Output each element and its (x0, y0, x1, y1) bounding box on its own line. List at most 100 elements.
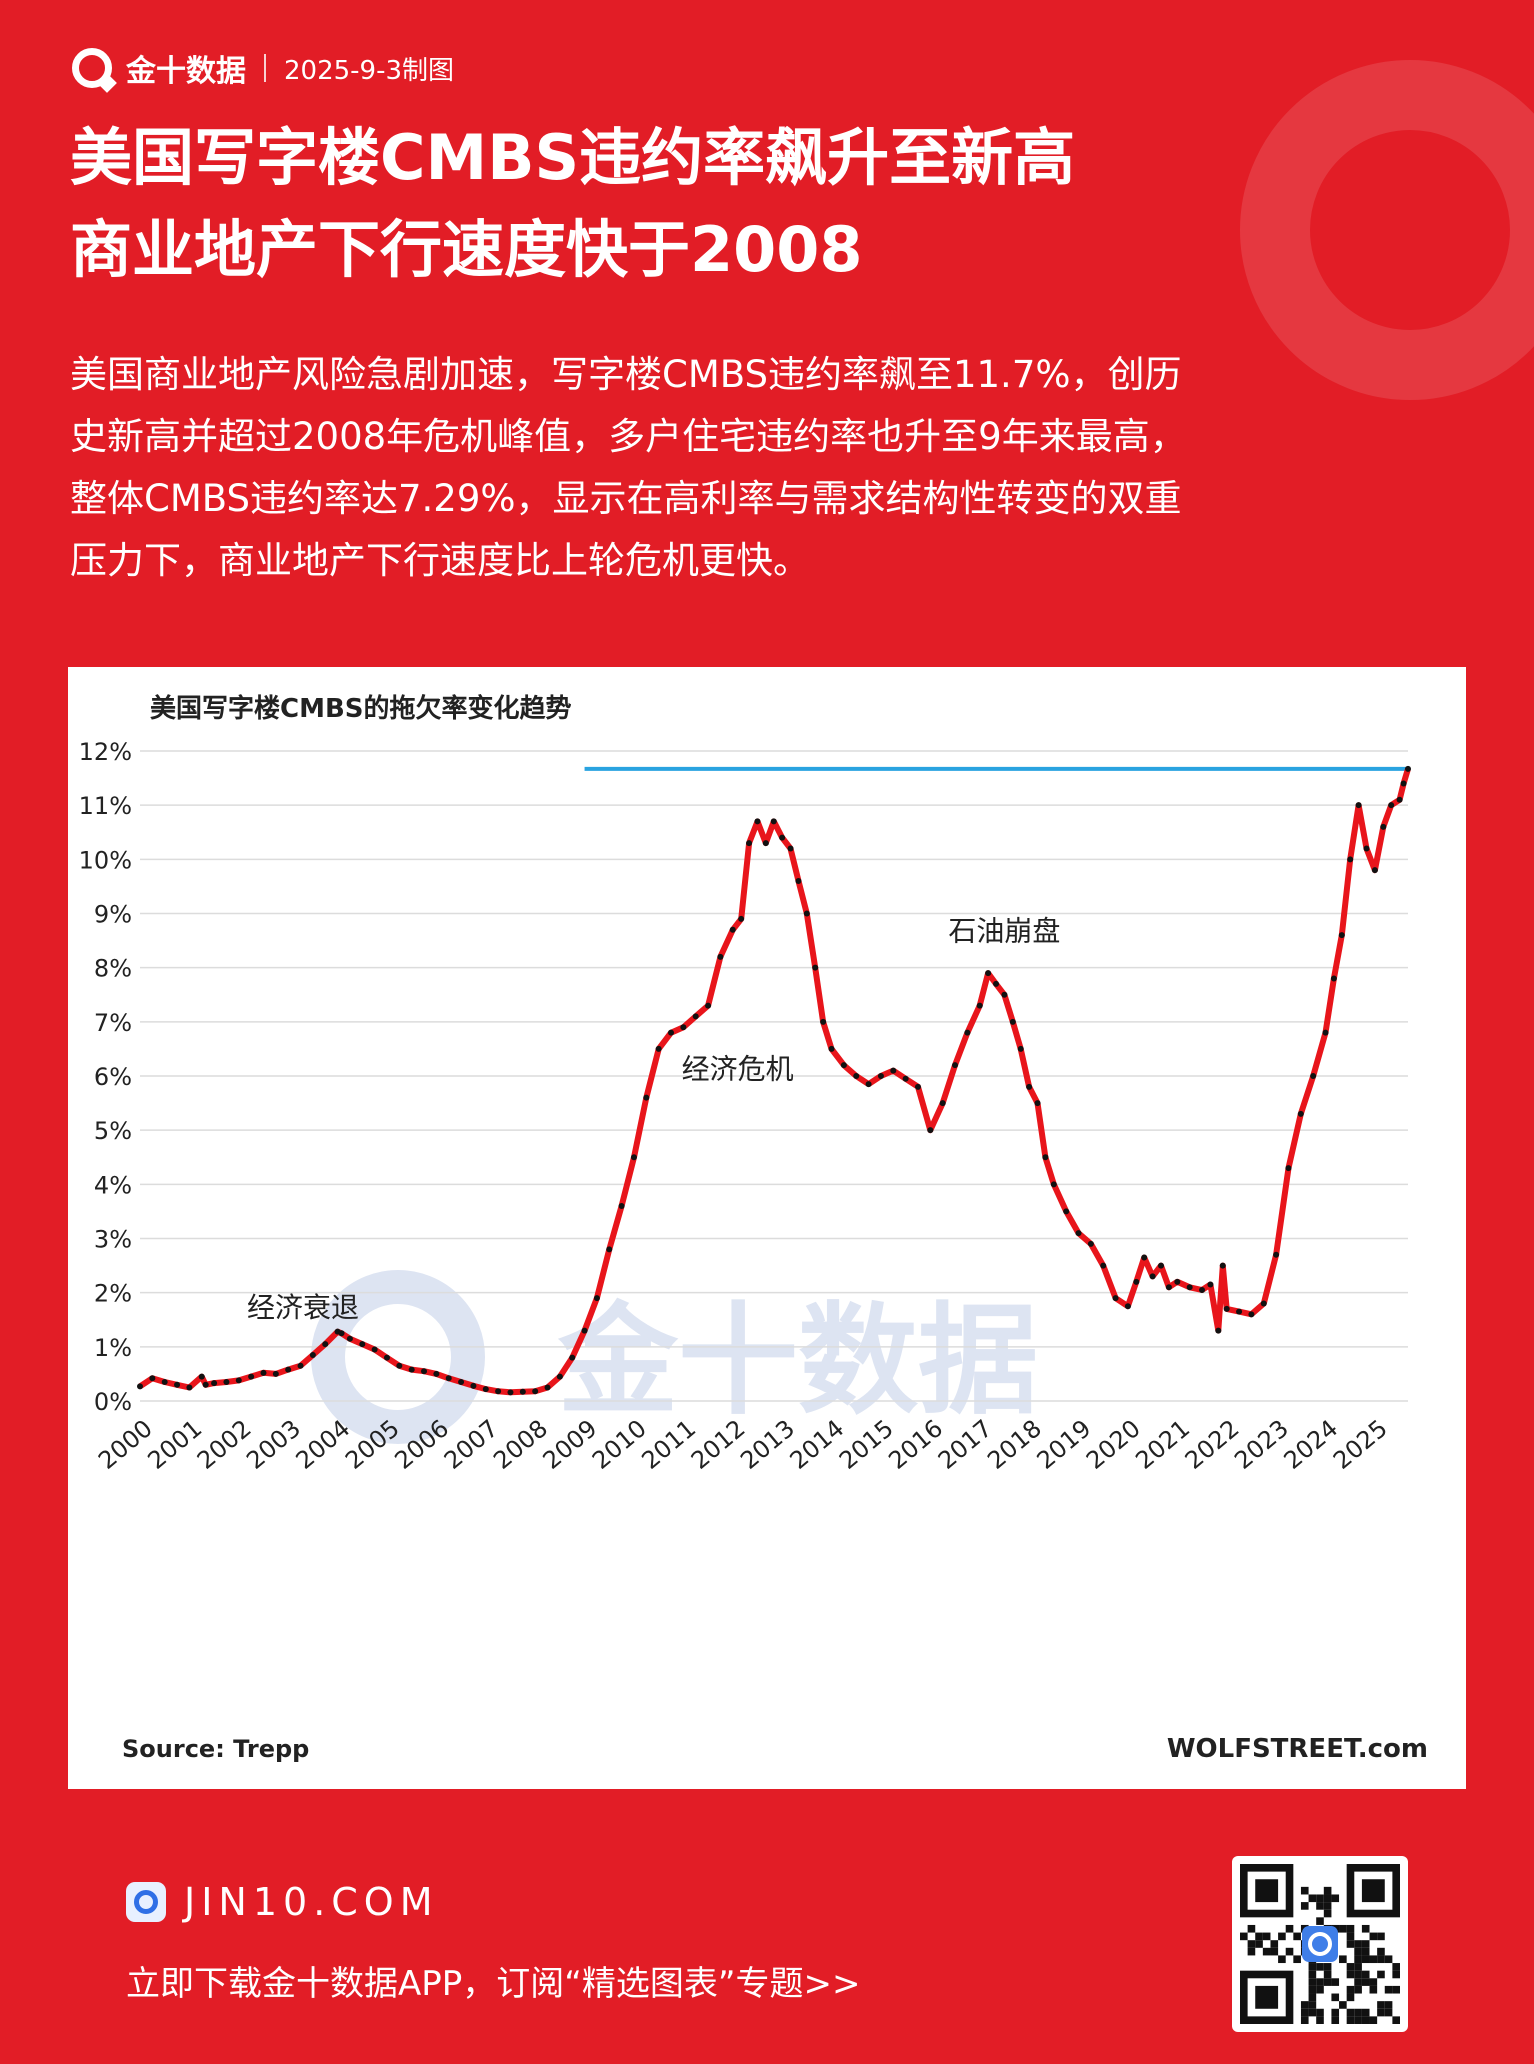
data-point (795, 878, 802, 884)
summary-line-4: 压力下，商业地产下行速度比上轮危机更快。 (70, 539, 810, 582)
watermark-text: 金十数据 (557, 1292, 1038, 1431)
data-point (877, 1073, 884, 1079)
data-point (359, 1341, 366, 1348)
chart-card: 金十数据 美国写字楼CMBS的拖欠率变化趋势 0% 1% 2% 3% 4% 5% 6% 7% 8… (68, 667, 1466, 1789)
data-point (482, 1386, 489, 1393)
footer-site: JIN10.COM (126, 1880, 439, 1924)
chart-annotation: 经济衰退 (247, 1291, 359, 1324)
data-point (544, 1384, 551, 1391)
data-point (161, 1379, 168, 1386)
data-point (383, 1354, 390, 1361)
data-point (1063, 1208, 1070, 1215)
data-point (853, 1073, 860, 1079)
data-point (643, 1094, 650, 1101)
data-point (198, 1373, 205, 1380)
data-point (202, 1381, 209, 1388)
data-point (371, 1346, 378, 1353)
download-cta[interactable]: 立即下载金十数据APP，订阅“精选图表”专题>> (126, 1964, 861, 2004)
y-tick-label: 6% (94, 1063, 132, 1091)
data-point (235, 1377, 242, 1384)
data-point (927, 1127, 934, 1134)
data-point (1355, 802, 1362, 809)
data-point (1405, 765, 1411, 772)
data-point (1207, 1281, 1214, 1288)
x-tick-label: 2000 (93, 1414, 158, 1475)
data-point (779, 834, 786, 841)
y-tick-label: 12% (79, 738, 132, 766)
data-point (260, 1369, 267, 1376)
data-point (322, 1341, 329, 1348)
data-point (993, 980, 1000, 987)
data-point (729, 926, 736, 933)
data-point (1363, 845, 1370, 852)
chart-credit: WOLFSTREET.com (1167, 1734, 1428, 1764)
data-point (1400, 780, 1407, 787)
data-point (1186, 1284, 1193, 1291)
watermark-logo-icon (311, 1270, 485, 1444)
data-point (754, 818, 761, 825)
data-point (890, 1067, 897, 1074)
data-point (812, 964, 819, 971)
data-point (1371, 867, 1378, 874)
data-point (1310, 1073, 1317, 1079)
delinquency-rate-chart: 金十数据 美国写字楼CMBS的拖欠率变化趋势 0% 1% 2% 3% 4% 5% 6% 7% 8… (79, 693, 1428, 1764)
data-point (1215, 1327, 1222, 1334)
data-point (668, 1029, 675, 1036)
chart-annotation: 经济危机 (682, 1053, 794, 1086)
data-point (223, 1379, 230, 1386)
data-point (606, 1246, 613, 1253)
x-tick-label: 2025 (1328, 1414, 1393, 1475)
data-point (1009, 1018, 1016, 1025)
data-point (655, 1045, 662, 1052)
data-point (952, 1062, 959, 1069)
data-point (1017, 1045, 1024, 1052)
data-point (1087, 1240, 1094, 1247)
data-point (1248, 1311, 1255, 1318)
data-point (964, 1029, 971, 1036)
data-point (1112, 1295, 1119, 1302)
brand-logo-icon (72, 48, 112, 88)
summary-line-3: 整体CMBS违约率达7.29%，显示在高利率与需求结构性转变的双重 (70, 477, 1182, 520)
data-point (495, 1388, 502, 1395)
data-point (1042, 1154, 1049, 1161)
data-point (985, 970, 992, 977)
data-point (1380, 823, 1387, 830)
data-point (1050, 1181, 1057, 1188)
data-point (840, 1062, 847, 1069)
data-point (248, 1373, 255, 1380)
data-point (1330, 975, 1337, 982)
chart-title: 美国写字楼CMBS的拖欠率变化趋势 (150, 693, 572, 724)
data-point (1273, 1251, 1280, 1258)
title-line-1: 美国写字楼CMBS违约率飙升至新高 (70, 121, 1076, 194)
data-point (507, 1389, 514, 1396)
summary-text: 美国商业地产风险急剧加速，写字楼CMBS违约率飙至11.7%，创历 史新高并超过… (70, 344, 1470, 592)
y-tick-label: 7% (94, 1009, 132, 1037)
y-tick-label: 3% (94, 1226, 132, 1254)
data-point (338, 1330, 345, 1337)
y-tick-label: 9% (94, 901, 132, 929)
data-point (1223, 1305, 1230, 1312)
site-logo-icon (126, 1882, 166, 1922)
data-point (458, 1379, 465, 1386)
x-tick-label: 2021 (1130, 1414, 1195, 1475)
data-point (820, 1018, 827, 1025)
data-point (1174, 1278, 1181, 1285)
data-point (692, 1013, 699, 1020)
data-point (902, 1075, 909, 1082)
x-tick-label: 2002 (192, 1414, 257, 1475)
data-point (1388, 802, 1395, 809)
y-tick-label: 0% (94, 1388, 132, 1416)
data-point (1075, 1230, 1082, 1237)
data-point (1199, 1286, 1206, 1293)
data-point (865, 1081, 872, 1088)
data-point (746, 840, 753, 847)
data-point (346, 1335, 353, 1342)
data-point (433, 1370, 440, 1377)
qr-code[interactable] (1232, 1856, 1408, 2032)
data-point (705, 1002, 712, 1009)
site-url[interactable]: JIN10.COM (184, 1880, 439, 1924)
y-tick-label: 11% (79, 792, 132, 820)
data-point (770, 818, 777, 825)
data-point (1260, 1300, 1267, 1307)
data-point (1396, 796, 1403, 803)
